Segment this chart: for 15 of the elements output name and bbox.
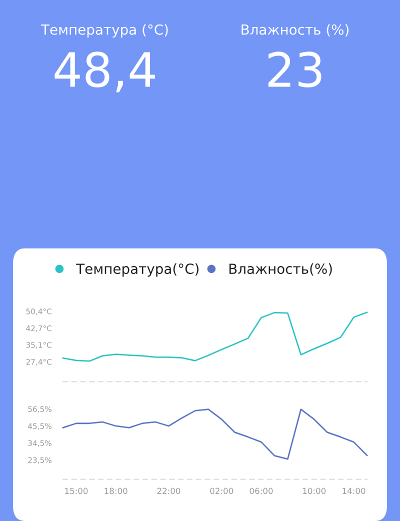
text: Температура (°C): [40, 24, 168, 38]
x-tick-label: 15:00: [65, 488, 88, 494]
line-series: [62, 408, 368, 460]
text: 23: [268, 52, 322, 88]
x-tick-label: 18:00: [104, 488, 128, 494]
x-tick-label: 02:00: [210, 488, 234, 494]
line-series: [62, 312, 368, 362]
x-tick-label: 22:00: [157, 488, 180, 494]
text: 48,4: [54, 52, 155, 92]
x-tick-label: 14:00: [342, 488, 366, 494]
legend-label: Температура(°C): [76, 263, 198, 277]
x-tick-label: 06:00: [250, 488, 273, 494]
legend-label: Влажность(%): [229, 263, 332, 276]
x-tick-label: 10:00: [303, 488, 326, 494]
text: Влажность (%): [242, 24, 348, 36]
